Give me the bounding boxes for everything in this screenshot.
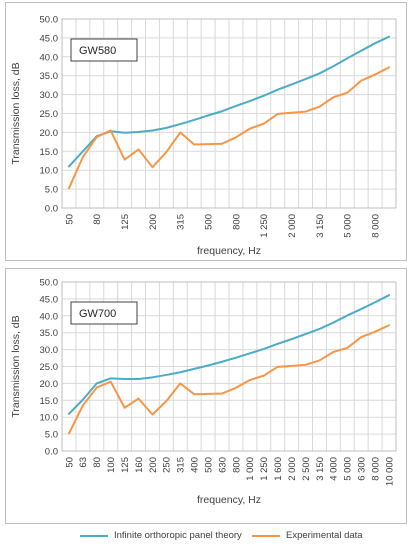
x-tick-label: 160 — [134, 457, 145, 473]
y-axis-label: Transmission loss, dB — [10, 62, 22, 164]
legend-item-experimental: Experimental data — [252, 530, 363, 541]
y-tick-label: 30.0 — [40, 90, 59, 101]
chart-gw580: 0.0 5.0 10.0 15.0 20.0 25.0 30.0 35.0 40.0 45.0 50… — [10, 15, 397, 257]
y-tick-label: 0.0 — [45, 204, 58, 215]
series-line-experimental — [67, 66, 391, 190]
y-tick-label: 10.0 — [40, 166, 59, 177]
y-tick-label: 40.0 — [40, 52, 59, 63]
chart-panel-gw700: 0.0 5.0 10.0 15.0 20.0 25.0 30.0 35.0 40.0 45.0 50… — [5, 268, 407, 524]
y-tick-label: 25.0 — [40, 362, 59, 373]
x-tick-label: 2 000 — [287, 214, 298, 238]
x-tick-label: 8 000 — [370, 457, 381, 481]
x-tick-label: 5 000 — [343, 214, 354, 238]
x-tick-label: 800 — [231, 457, 242, 473]
x-tick-label: 100 — [106, 457, 117, 473]
legend-label-experimental: Experimental data — [286, 530, 363, 541]
panel-label-box — [70, 38, 138, 62]
x-tick-label: 5 000 — [343, 457, 354, 481]
series-line-theory — [67, 294, 391, 415]
y-tick-label: 20.0 — [40, 128, 59, 139]
x-tick-label: 630 — [217, 457, 228, 473]
x-tick-label: 8 000 — [370, 214, 381, 238]
plot-area — [61, 18, 397, 209]
legend-item-theory: Infinite orthoropic panel theory — [80, 530, 242, 541]
x-tick-label: 400 — [190, 457, 201, 473]
x-axis-label: frequency, Hz — [197, 494, 261, 506]
x-tick-label: 2 500 — [301, 457, 312, 481]
y-tick-label: 0.0 — [45, 447, 58, 458]
x-tick-label: 125 — [120, 214, 131, 230]
chart-gw700: 0.0 5.0 10.0 15.0 20.0 25.0 30.0 35.0 40.0 45.0 50… — [10, 278, 397, 506]
y-tick-label: 40.0 — [40, 311, 59, 322]
x-tick-label: 1 000 — [245, 457, 256, 481]
y-tick-label: 15.0 — [40, 147, 59, 158]
x-tick-label: 315 — [176, 214, 187, 230]
x-tick-label: 200 — [148, 214, 159, 230]
x-tick-label: 500 — [203, 457, 214, 473]
x-tick-label: 250 — [162, 457, 173, 473]
x-tick-label: 200 — [148, 457, 159, 473]
y-tick-label: 30.0 — [40, 345, 59, 356]
x-tick-label: 500 — [203, 214, 214, 230]
x-tick-label: 2 000 — [287, 457, 298, 481]
panel-label-box — [70, 301, 138, 325]
x-tick-label: 315 — [176, 457, 187, 473]
x-tick-label: 80 — [92, 457, 103, 468]
y-tick-label: 20.0 — [40, 379, 59, 390]
y-tick-label: 5.0 — [45, 430, 58, 441]
y-tick-label: 25.0 — [40, 109, 59, 120]
y-tick-label: 5.0 — [45, 185, 58, 196]
legend-swatch-experimental — [252, 534, 280, 537]
y-tick-label: 10.0 — [40, 413, 59, 424]
x-tick-label: 50 — [64, 214, 75, 225]
x-tick-label: 1 600 — [273, 457, 284, 481]
panel-label: GW580 — [79, 45, 116, 57]
series-line-experimental — [67, 324, 391, 435]
legend-swatch-theory — [80, 534, 108, 537]
y-tick-label: 45.0 — [40, 33, 59, 44]
x-tick-label: 125 — [120, 457, 131, 473]
x-tick-label: 6 300 — [357, 457, 368, 481]
y-tick-label: 35.0 — [40, 71, 59, 82]
y-tick-label: 15.0 — [40, 396, 59, 407]
x-tick-label: 80 — [92, 214, 103, 225]
y-tick-label: 50.0 — [40, 15, 59, 26]
x-tick-label: 4 000 — [329, 457, 340, 481]
x-tick-label: 50 — [64, 457, 75, 468]
chart-panel-gw580: 0.0 5.0 10.0 15.0 20.0 25.0 30.0 35.0 40.0 45.0 50… — [5, 2, 407, 261]
x-tick-label: 3 150 — [315, 457, 326, 481]
x-tick-label: 3 150 — [315, 214, 326, 238]
y-axis-label: Transmission loss, dB — [10, 315, 22, 417]
y-tick-label: 35.0 — [40, 328, 59, 339]
y-tick-label: 50.0 — [40, 278, 59, 289]
x-axis-label: frequency, Hz — [197, 245, 261, 257]
x-tick-label: 800 — [231, 214, 242, 230]
x-tick-label: 1 250 — [259, 457, 270, 481]
panel-label: GW700 — [79, 308, 116, 320]
plot-area — [61, 281, 397, 452]
series-line-theory — [67, 35, 391, 168]
legend: Infinite orthoropic panel theory Experim… — [0, 530, 412, 546]
x-tick-label: 1 250 — [259, 214, 270, 238]
x-tick-label: 63 — [78, 457, 89, 468]
legend-label-theory: Infinite orthoropic panel theory — [114, 530, 242, 541]
x-tick-label: 10 000 — [384, 457, 395, 486]
y-tick-label: 45.0 — [40, 294, 59, 305]
